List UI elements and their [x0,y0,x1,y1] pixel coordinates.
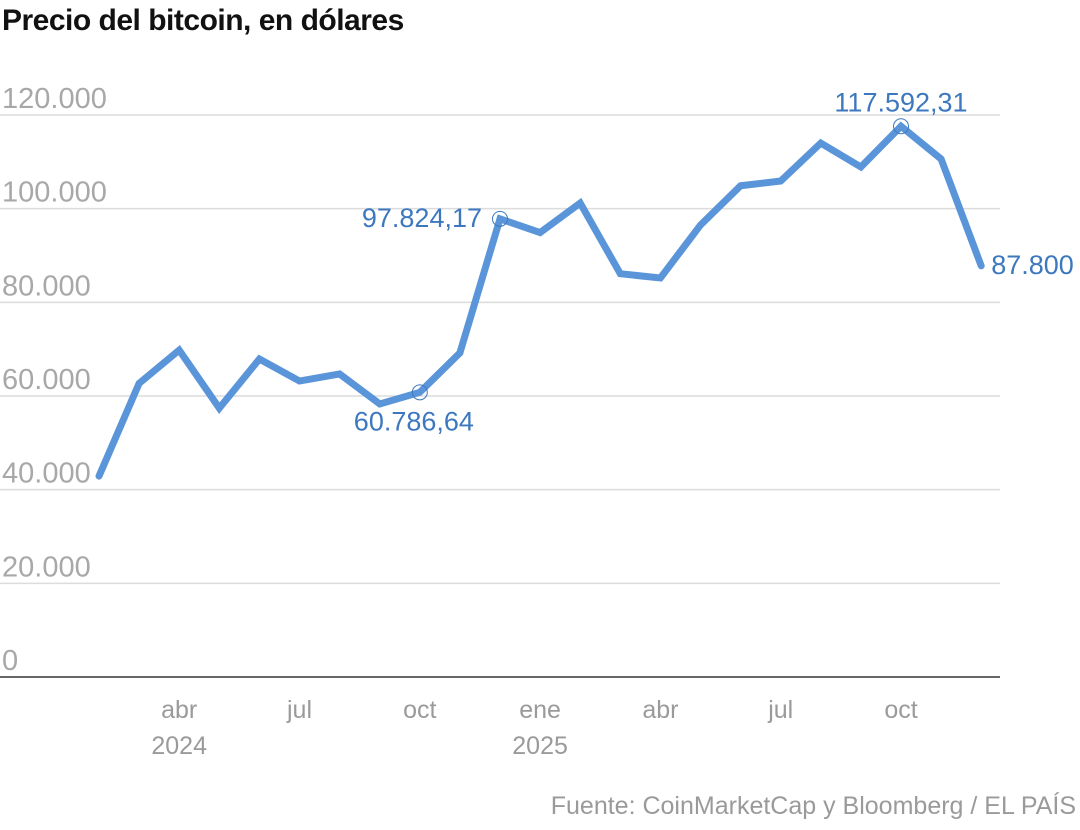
annotation-marker [492,210,508,227]
annotation-label: 117.592,31 [834,87,967,117]
y-tick-label: 100.000 [2,177,107,209]
price-line [95,121,985,480]
y-tick-label: 60.000 [2,364,91,396]
x-tick-label: abr [642,696,678,724]
x-tick-label: oct [403,696,436,724]
annotation-label: 60.786,64 [354,406,474,436]
y-tick-label: 120.000 [2,83,107,115]
x-tick-label: jul [286,696,312,724]
x-tick-label: ene [519,696,561,724]
x-tick-label: abr [161,696,197,724]
annotation-label: 97.824,17 [362,203,482,233]
annotation-label: 87.800 [991,250,1074,280]
y-tick-label: 20.000 [2,551,91,583]
x-tick-label: oct [884,696,917,724]
chart-title: Precio del bitcoin, en dólares [2,4,404,37]
annotation-marker [893,118,909,135]
annotation-marker [411,384,428,401]
y-tick-label: 40.000 [2,458,91,490]
y-tick-label: 0 [2,645,18,677]
x-tick-year: 2024 [151,732,207,760]
x-tick-label: jul [767,696,793,724]
y-tick-label: 80.000 [2,270,91,302]
source-note: Fuente: CoinMarketCap y Bloomberg / EL P… [550,792,1076,820]
x-tick-year: 2025 [512,732,568,760]
